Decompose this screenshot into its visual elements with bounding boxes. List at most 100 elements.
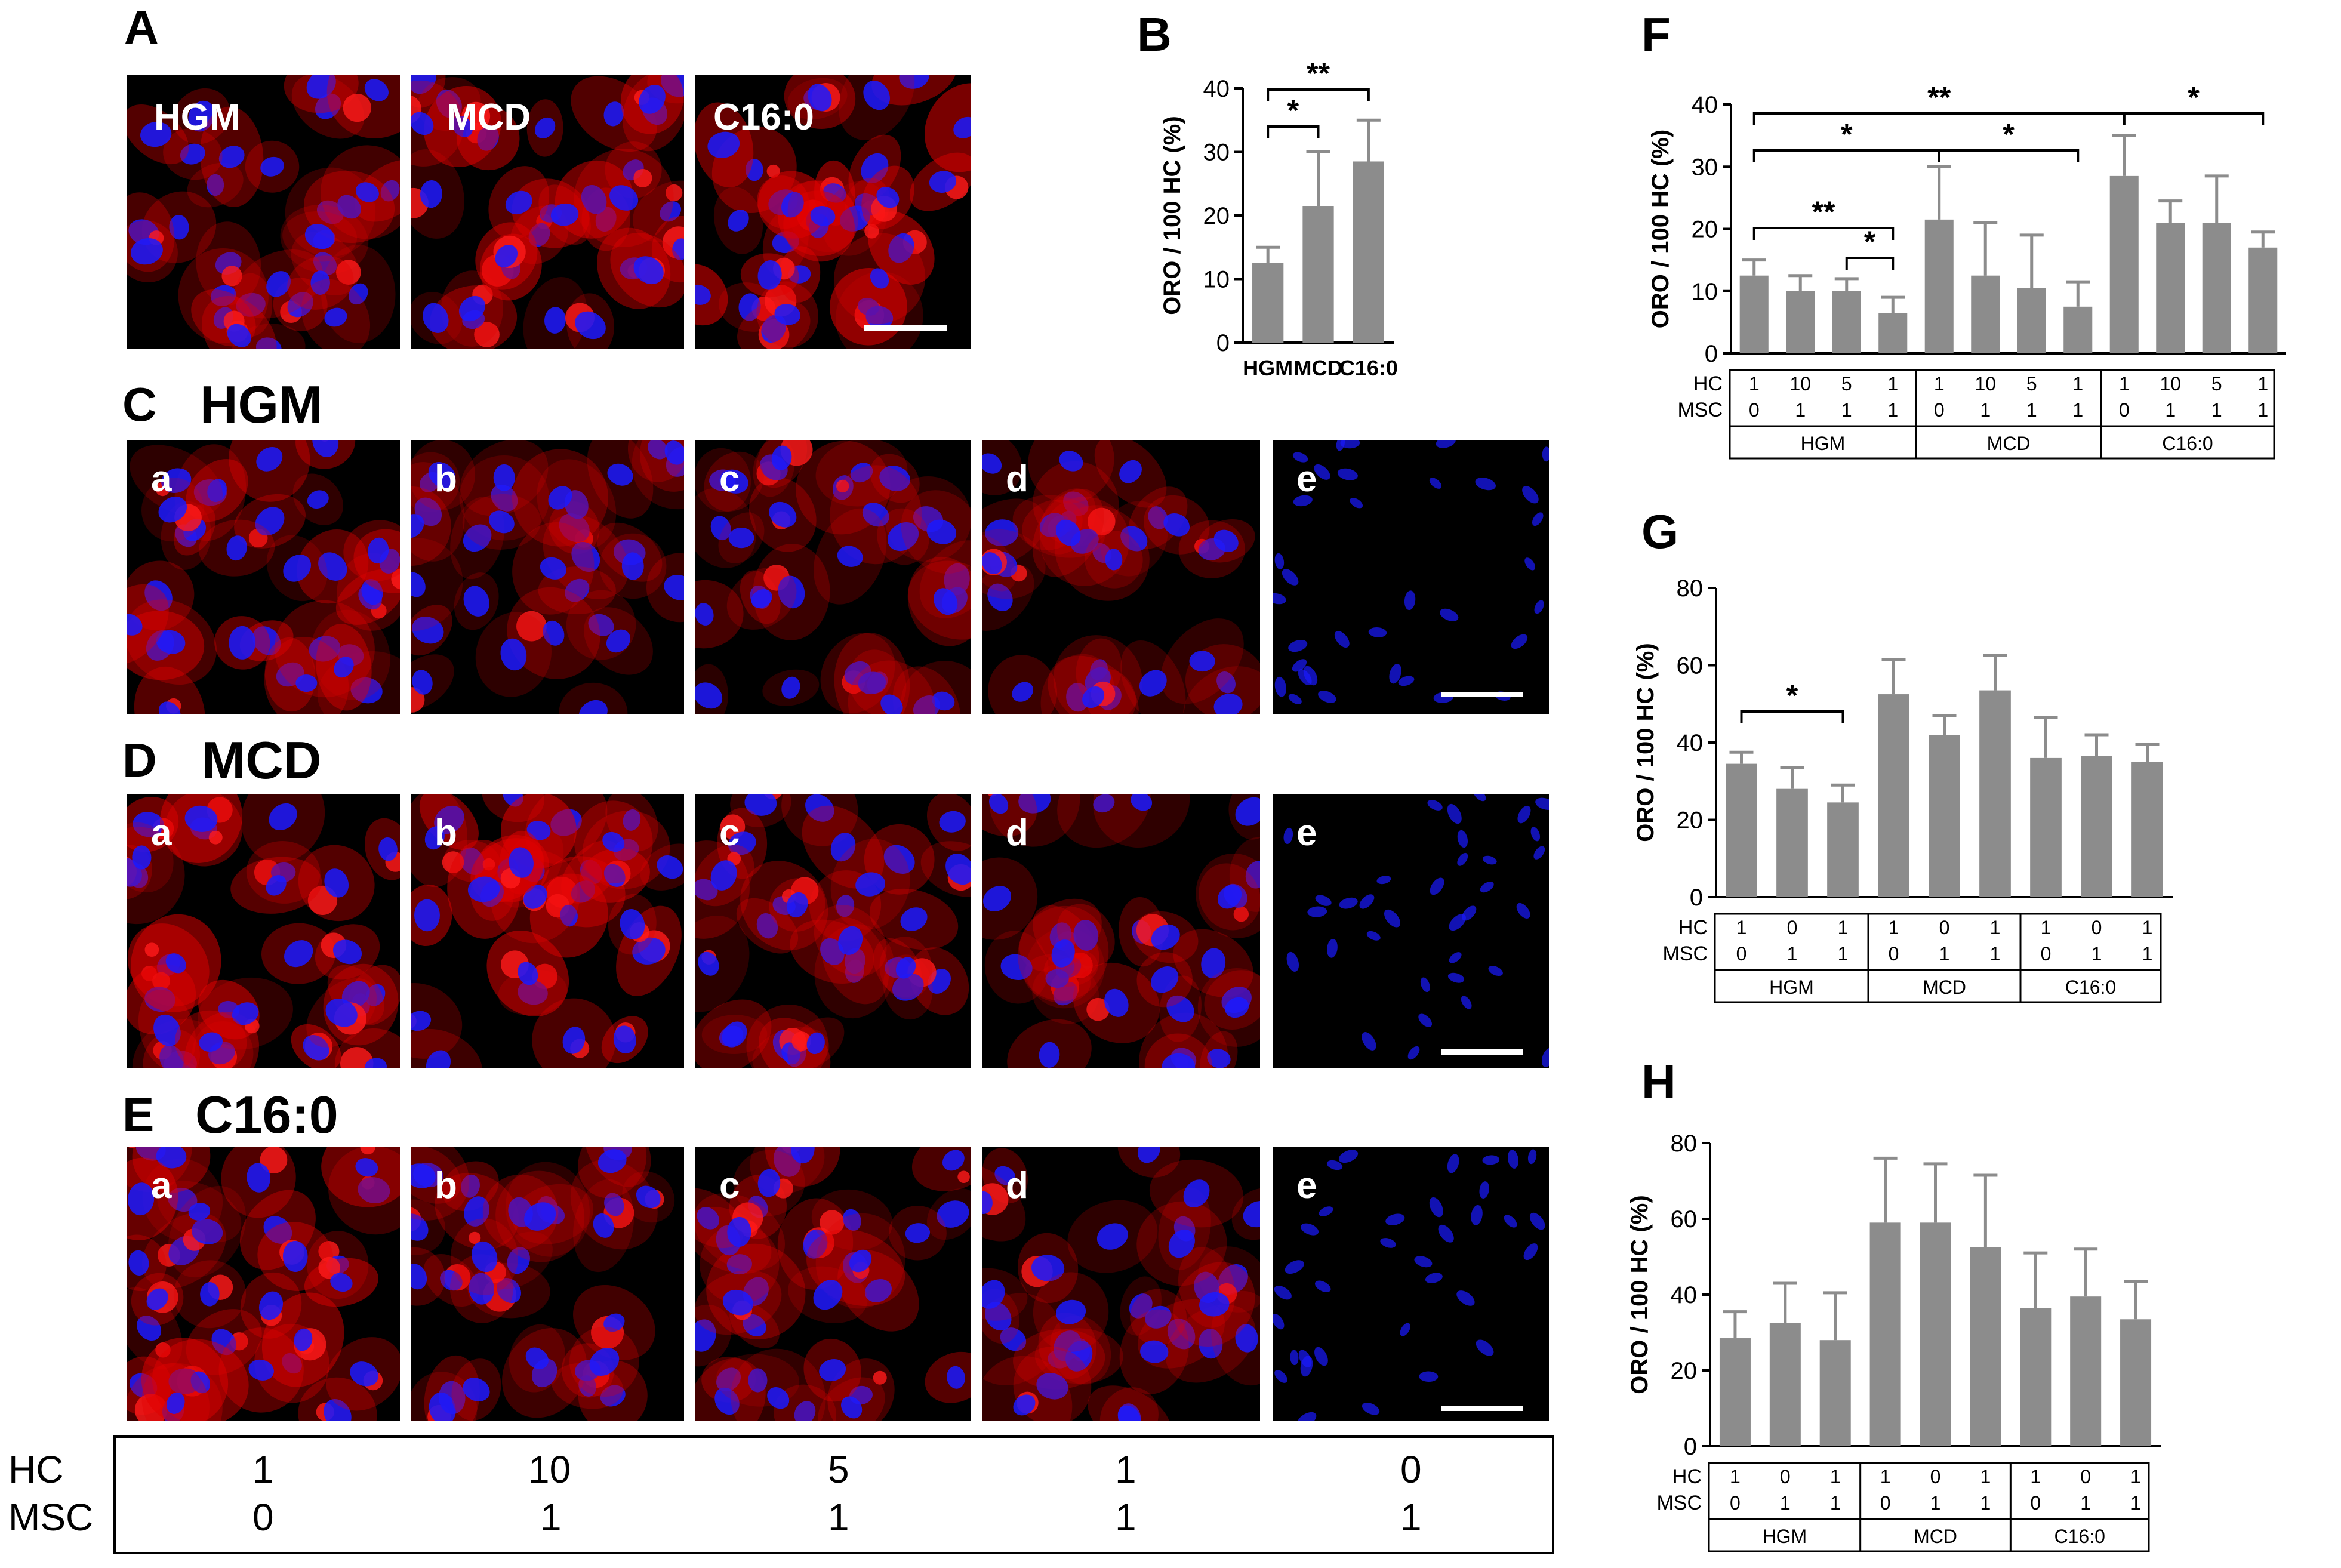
significance-bracket — [1752, 112, 2126, 125]
hc-value: 1 — [1887, 373, 1898, 395]
image-label: d — [1006, 1165, 1028, 1206]
panel-letter-c: C — [122, 378, 157, 431]
hc-value: 1 — [1730, 1466, 1741, 1487]
hc-value: 1 — [2119, 373, 2130, 395]
hc-value: 10 — [2160, 373, 2181, 395]
significance-marker: * — [2188, 81, 2200, 114]
y-tick-label: 60 — [1677, 653, 1704, 679]
bar — [2070, 1296, 2102, 1446]
significance-marker: * — [1841, 118, 1853, 151]
micrograph-d-c: c — [695, 794, 971, 1068]
bar — [2081, 756, 2112, 897]
y-tick-label: 40 — [1677, 730, 1704, 756]
micrograph-a-hgm: HGM — [127, 75, 400, 349]
micrograph-c-a: a — [127, 440, 400, 714]
panel-letter-d: D — [122, 734, 157, 787]
hc-value: 1 — [2130, 1466, 2141, 1487]
image-label: c — [719, 812, 740, 854]
micrograph-texture — [982, 794, 1260, 1068]
msc-value: 1 — [1990, 943, 2001, 965]
y-axis-label: ORO / 100 HC (%) — [1159, 116, 1185, 315]
image-label: MCD — [446, 97, 531, 138]
micrograph-texture — [695, 1147, 971, 1421]
y-tick-label: 30 — [1203, 140, 1230, 166]
bar — [2030, 757, 2062, 897]
hc-value: 1 — [2257, 373, 2268, 395]
x-tick-label: C16:0 — [1339, 356, 1398, 380]
image-label: e — [1296, 812, 1317, 854]
y-tick-label: 40 — [1203, 76, 1230, 102]
significance-bracket — [2123, 112, 2265, 125]
msc-value: 1 — [1980, 1492, 1991, 1514]
row-label-msc: MSC — [1662, 942, 1708, 965]
bar — [1832, 291, 1861, 353]
msc-value: 1 — [2080, 1492, 2091, 1514]
bottom-table-hc-value: 10 — [528, 1448, 571, 1491]
row-label-msc: MSC — [1677, 399, 1723, 421]
row-label-hc: HC — [1672, 1465, 1702, 1488]
micrograph-texture — [982, 1147, 1260, 1421]
msc-value: 0 — [1880, 1492, 1891, 1514]
bar — [2131, 762, 2163, 897]
y-tick-label: 40 — [1692, 92, 1718, 118]
micrograph-c-c: c — [695, 440, 971, 714]
bar — [1929, 735, 1960, 897]
bottom-table-msc-value: 0 — [252, 1496, 274, 1539]
micrograph-texture — [695, 75, 971, 349]
msc-value: 1 — [2257, 399, 2268, 421]
bottom-table-msc-label: MSC — [8, 1496, 94, 1539]
bottom-table-hc-value: 0 — [1400, 1448, 1422, 1491]
bar — [2020, 1308, 2052, 1446]
micrograph-e-d: d — [982, 1147, 1260, 1421]
y-tick-label: 30 — [1692, 154, 1718, 180]
panel-letter-a: A — [124, 1, 159, 54]
y-axis-label: ORO / 100 HC (%) — [1627, 1195, 1653, 1394]
hc-value: 1 — [2072, 373, 2083, 395]
panel-title-c: HGM — [200, 375, 323, 434]
micrograph-texture — [1273, 1149, 1545, 1421]
group-label: HGM — [1769, 976, 1814, 998]
y-tick-label: 60 — [1671, 1206, 1698, 1233]
condition-table — [1729, 369, 2275, 460]
msc-value: 1 — [2130, 1492, 2141, 1514]
scale-bar — [1441, 1049, 1523, 1055]
hc-value: 1 — [1934, 373, 1945, 395]
msc-value: 1 — [1830, 1492, 1841, 1514]
bar — [1971, 275, 2000, 353]
significance-marker: ** — [1307, 57, 1330, 90]
micrograph-c-d: d — [982, 440, 1260, 714]
image-label: a — [151, 1165, 172, 1206]
msc-value: 1 — [2026, 399, 2037, 421]
panel-letter-b: B — [1137, 8, 1172, 61]
hc-value: 5 — [1841, 373, 1852, 395]
micrograph-texture — [127, 440, 400, 714]
significance-marker: * — [1786, 679, 1798, 712]
bar — [1769, 1323, 1801, 1446]
bar — [1924, 219, 1954, 353]
significance-bracket — [1267, 125, 1320, 138]
hc-value: 0 — [1780, 1466, 1791, 1487]
x-tick-label: MCD — [1294, 356, 1343, 380]
significance-marker: ** — [1812, 195, 1835, 229]
y-tick-label: 10 — [1203, 267, 1230, 293]
bar — [2109, 175, 2139, 353]
msc-value: 0 — [1934, 399, 1945, 421]
significance-marker: * — [2003, 118, 2015, 151]
group-label: C16:0 — [2065, 976, 2116, 998]
hc-value: 0 — [1930, 1466, 1941, 1487]
significance-bracket — [1740, 710, 1844, 723]
msc-value: 1 — [2072, 399, 2083, 421]
bottom-table-hc-value: 5 — [828, 1448, 849, 1491]
msc-value: 0 — [1749, 399, 1760, 421]
msc-value: 1 — [1980, 399, 1991, 421]
hc-value: 5 — [2026, 373, 2037, 395]
image-label: C16:0 — [713, 97, 814, 138]
hc-value: 10 — [1789, 373, 1811, 395]
bar — [1726, 763, 1757, 897]
image-label: a — [151, 458, 172, 500]
bar — [1920, 1222, 1951, 1446]
micrograph-c-b: b — [411, 440, 684, 714]
significance-bracket — [1267, 88, 1370, 101]
micrograph-e-c: c — [695, 1147, 971, 1421]
image-label: c — [719, 458, 740, 500]
